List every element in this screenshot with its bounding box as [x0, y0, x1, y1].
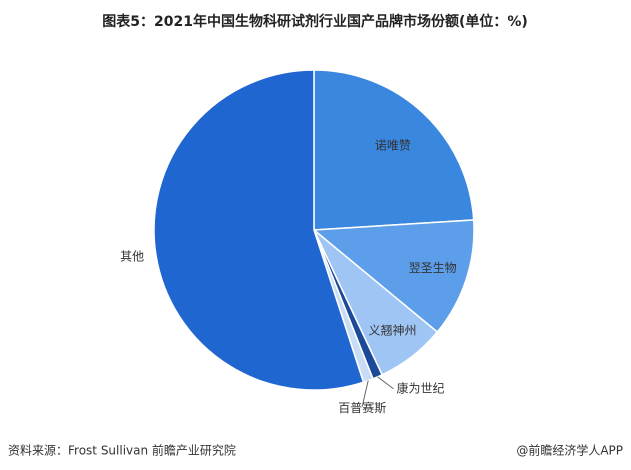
slice-label: 百普赛斯 — [338, 400, 386, 415]
pie-slice — [313, 69, 475, 231]
slice-label: 翌圣生物 — [409, 261, 457, 275]
source: 资料来源：Frost Sullivan 前瞻产业研究院 — [8, 443, 236, 458]
pie-slice — [312, 219, 475, 334]
slice-label: 义翘神州 — [368, 324, 416, 338]
chart-title: 图表5：2021年中国生物科研试剂行业国产品牌市场份额(单位：%) — [102, 13, 528, 30]
leader-line — [361, 380, 369, 407]
brand: @前瞻经济学人APP — [516, 443, 623, 458]
leader-line — [377, 376, 394, 390]
slice-label: 康为世纪 — [397, 380, 445, 395]
slice-label: 诺唯赞 — [375, 139, 411, 153]
pie-slice — [153, 69, 365, 391]
slice-label: 其他 — [120, 249, 144, 263]
